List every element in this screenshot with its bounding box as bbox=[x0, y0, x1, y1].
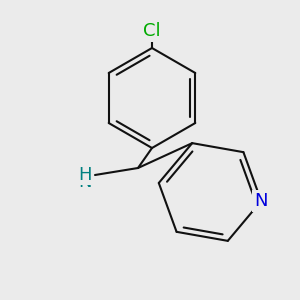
Text: N: N bbox=[78, 173, 92, 191]
Text: N: N bbox=[254, 192, 268, 210]
Text: H: H bbox=[78, 166, 92, 184]
Text: H: H bbox=[78, 166, 92, 184]
Text: Cl: Cl bbox=[143, 22, 161, 40]
